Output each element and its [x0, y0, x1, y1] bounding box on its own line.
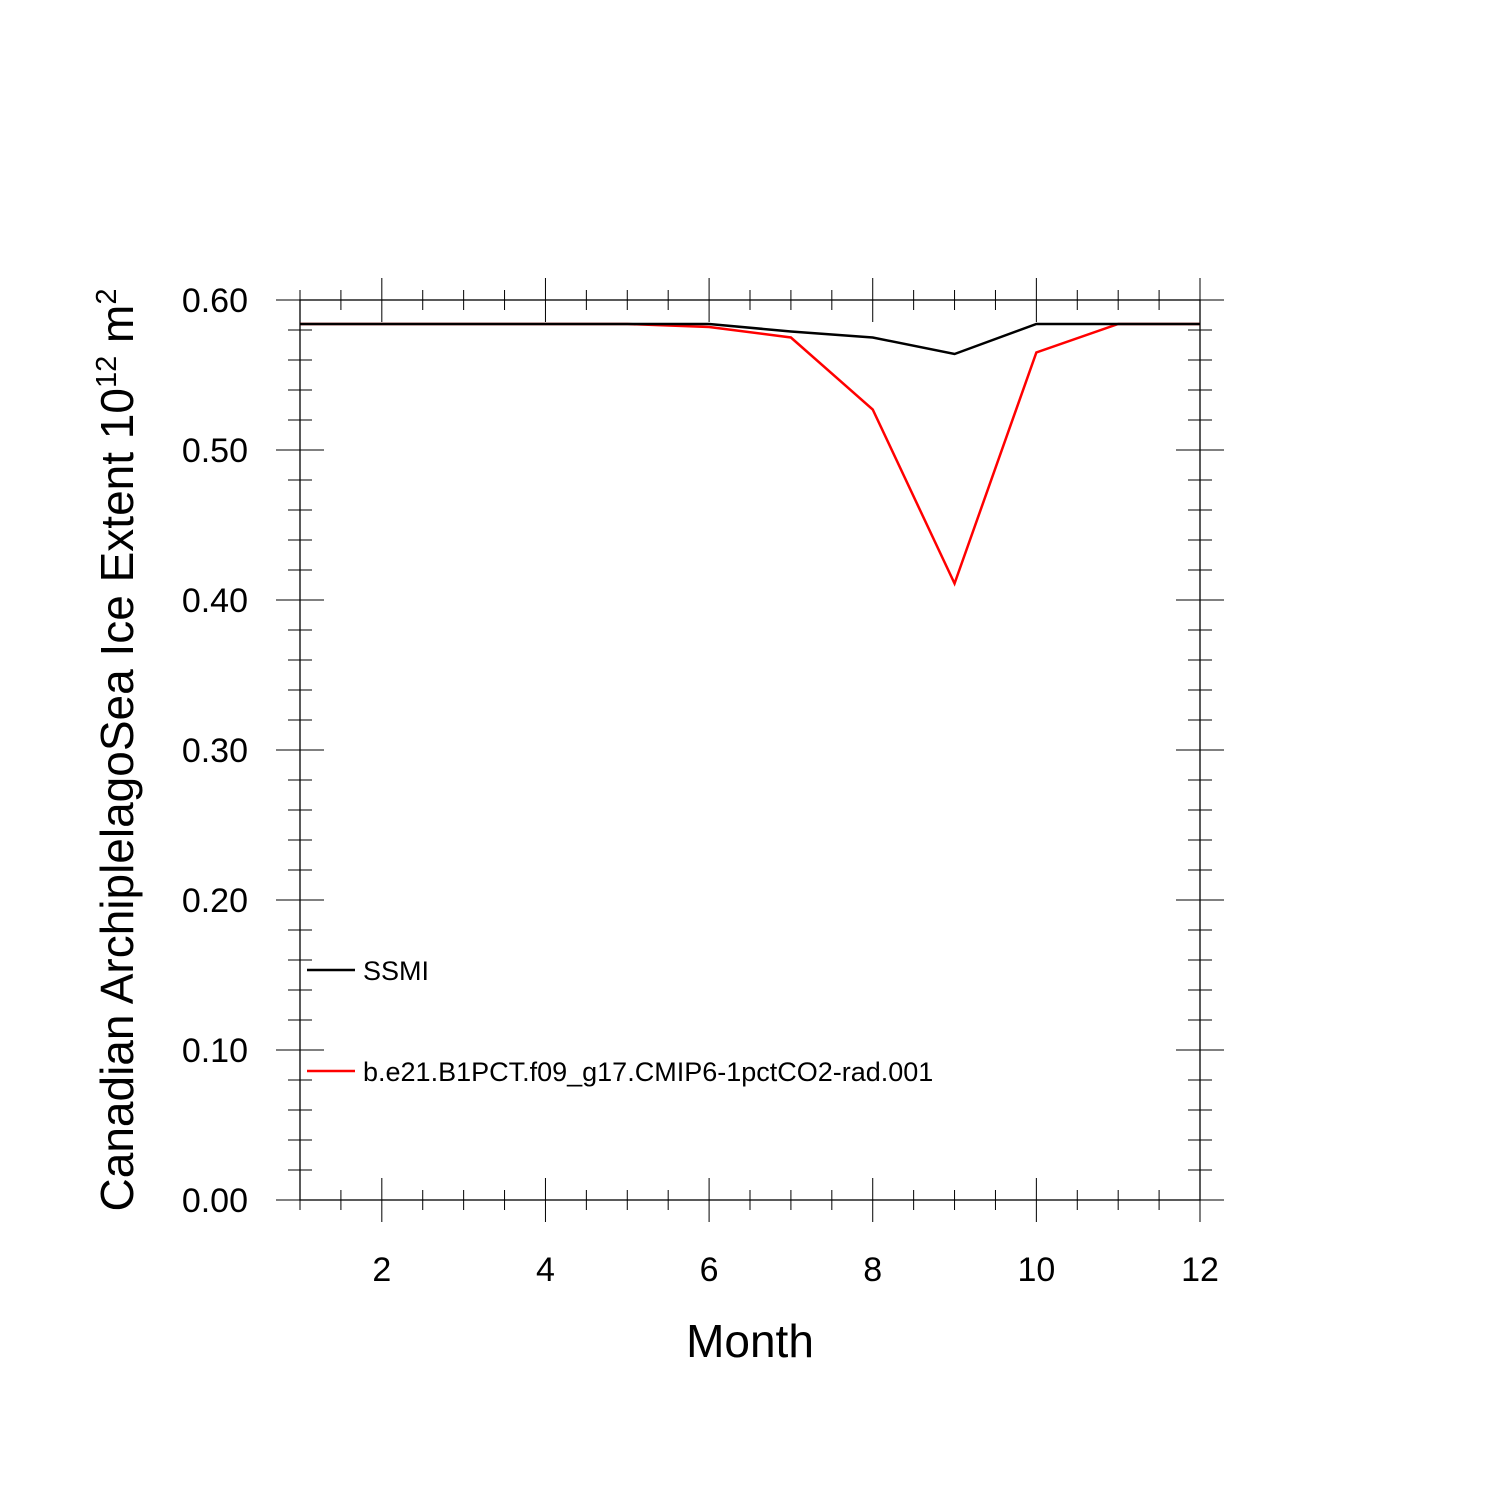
legend-label: SSMI	[363, 956, 429, 986]
x-tick-label: 12	[1181, 1251, 1219, 1289]
x-tick-label: 8	[863, 1251, 882, 1289]
y-axis-label: Canadian ArchiplelagoSea Ice Extent 1012…	[91, 289, 143, 1212]
y-axis-label-unit: m	[91, 305, 143, 356]
x-tick-label: 4	[536, 1251, 555, 1289]
y-tick-label: 0.30	[182, 732, 248, 770]
y-tick-label: 0.20	[182, 882, 248, 920]
y-tick-label: 0.00	[182, 1182, 248, 1220]
legend: SSMI b.e21.B1PCT.f09_g17.CMIP6-1pctCO2-ra…	[307, 956, 933, 1087]
y-axis-label-unit-exponent: 2	[91, 289, 123, 305]
legend-label: b.e21.B1PCT.f09_g17.CMIP6-1pctCO2-rad.00…	[363, 1057, 933, 1087]
plot-frame	[299, 299, 1201, 1201]
x-tick-label: 2	[372, 1251, 391, 1289]
y-tick-label: 0.60	[182, 282, 248, 320]
y-axis-label-main: Canadian ArchiplelagoSea Ice Extent 10	[91, 388, 143, 1211]
y-tick-label: 0.50	[182, 432, 248, 470]
tick-labels: 2 4 6 8 10 12 0.00 0.10 0.20 0.30 0.40 0.50 0.60	[182, 282, 1219, 1289]
series-layer	[300, 322, 1200, 587]
series-line	[300, 322, 1200, 587]
x-tick-label: 6	[700, 1251, 719, 1289]
y-tick-label: 0.40	[182, 582, 248, 620]
series-line	[300, 322, 1200, 356]
x-tick-label: 10	[1017, 1251, 1055, 1289]
y-axis-label-exponent: 12	[91, 356, 123, 388]
y-tick-label: 0.10	[182, 1032, 248, 1070]
x-axis-label: Month	[686, 1315, 814, 1367]
